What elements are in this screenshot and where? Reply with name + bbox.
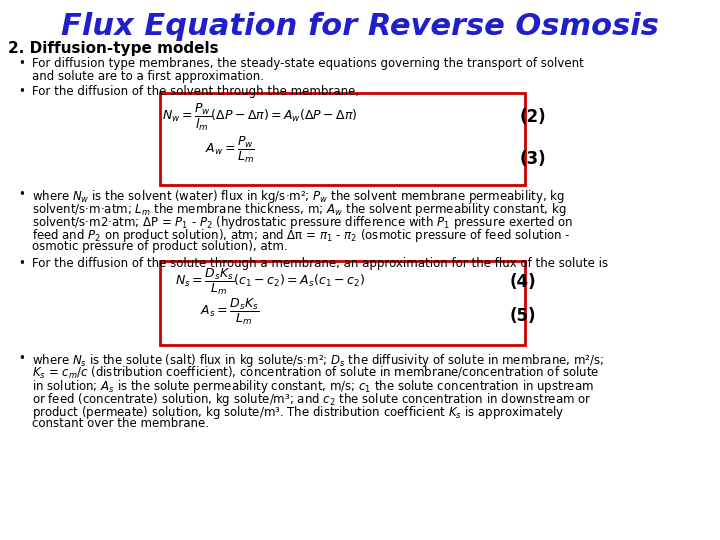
Text: in solution; $A_s$ is the solute permeability constant, m/s; $c_1$ the solute co: in solution; $A_s$ is the solute permeab…: [32, 378, 594, 395]
Text: For the diffusion of the solute through a membrane, an approximation for the flu: For the diffusion of the solute through …: [32, 257, 608, 270]
Text: For the diffusion of the solvent through the membrane,: For the diffusion of the solvent through…: [32, 85, 359, 98]
Text: product (permeate) solution, kg solute/m³. The distribution coefficient $K_s$ is: product (permeate) solution, kg solute/m…: [32, 404, 564, 421]
Text: and solute are to a first approximation.: and solute are to a first approximation.: [32, 70, 264, 83]
Text: solvent/s·m·atm; $L_m$ the membrane thickness, m; $A_w$ the solvent permeability: solvent/s·m·atm; $L_m$ the membrane thic…: [32, 201, 567, 218]
Text: 2. Diffusion-type models: 2. Diffusion-type models: [8, 41, 219, 56]
Text: •: •: [18, 352, 25, 365]
Text: (2): (2): [520, 108, 546, 126]
Text: or feed (concentrate) solution, kg solute/m³; and $c_2$ the solute concentration: or feed (concentrate) solution, kg solut…: [32, 391, 592, 408]
Text: $A_s = \dfrac{D_s K_s}{L_m}$: $A_s = \dfrac{D_s K_s}{L_m}$: [200, 297, 259, 327]
Text: solvent/s·m2·atm; ΔP = $P_1$ - $P_2$ (hydrostatic pressure difference with $P_1$: solvent/s·m2·atm; ΔP = $P_1$ - $P_2$ (hy…: [32, 214, 573, 231]
Bar: [160, 93, 525, 185]
Text: •: •: [18, 188, 25, 201]
Text: constant over the membrane.: constant over the membrane.: [32, 417, 209, 430]
Text: (4): (4): [510, 273, 536, 291]
Text: feed and $P_2$ on product solution), atm; and Δπ = $\pi_1$ - $\pi_2$ (osmotic pr: feed and $P_2$ on product solution), atm…: [32, 227, 571, 244]
Text: For diffusion type membranes, the steady-state equations governing the transport: For diffusion type membranes, the steady…: [32, 57, 584, 70]
Text: osmotic pressure of product solution), atm.: osmotic pressure of product solution), a…: [32, 240, 287, 253]
Text: (3): (3): [520, 150, 546, 168]
Text: where $N_s$ is the solute (salt) flux in kg solute/s·m²; $D_s$ the diffusivity o: where $N_s$ is the solute (salt) flux in…: [32, 352, 604, 369]
Text: •: •: [18, 85, 25, 98]
Text: Flux Equation for Reverse Osmosis: Flux Equation for Reverse Osmosis: [61, 12, 659, 41]
Text: $N_s = \dfrac{D_s K_s}{L_m}(c_1 - c_2) = A_s(c_1 - c_2)$: $N_s = \dfrac{D_s K_s}{L_m}(c_1 - c_2) =…: [175, 267, 365, 297]
Text: •: •: [18, 257, 25, 270]
Text: $K_s$ = $c_m$/$c$ (distribution coefficient), concentration of solute in membran: $K_s$ = $c_m$/$c$ (distribution coeffici…: [32, 365, 599, 381]
Bar: [160, 261, 525, 345]
Text: $N_w = \dfrac{P_w}{l_m}(\Delta P - \Delta\pi) = A_w(\Delta P - \Delta\pi)$: $N_w = \dfrac{P_w}{l_m}(\Delta P - \Delt…: [162, 102, 358, 133]
Text: where $N_w$ is the solvent (water) flux in kg/s·m²; $P_w$ the solvent membrane p: where $N_w$ is the solvent (water) flux …: [32, 188, 565, 205]
Text: •: •: [18, 57, 25, 70]
Text: (5): (5): [510, 307, 536, 325]
Text: $A_w = \dfrac{P_w}{L_m}$: $A_w = \dfrac{P_w}{L_m}$: [205, 135, 255, 165]
